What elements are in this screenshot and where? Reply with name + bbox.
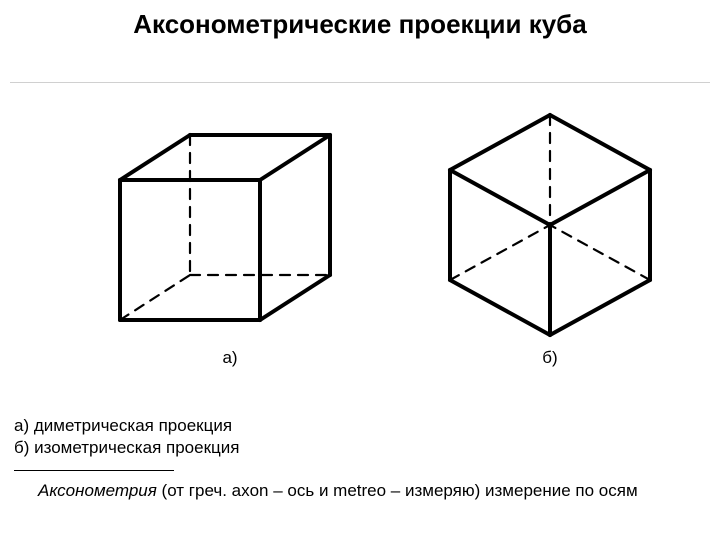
cube-edge — [550, 225, 650, 280]
dimetric-cube-label: а) — [80, 348, 380, 368]
cube-edge — [450, 280, 550, 335]
isometric-cube-svg — [400, 100, 700, 340]
footnote: Аксонометрия (от греч. аxon – ось и metr… — [14, 480, 720, 502]
isometric-cube-figure: б) — [400, 100, 700, 340]
cube-edge — [260, 275, 330, 320]
cube-edge — [550, 170, 650, 225]
cube-edge — [120, 275, 190, 320]
cube-edge — [260, 135, 330, 180]
page-title: Аксонометрические проекции куба — [0, 8, 720, 41]
dimetric-cube-svg — [80, 100, 380, 340]
legend: а) диметрическая проекция б) изометричес… — [14, 415, 239, 459]
cube-edge — [450, 225, 550, 280]
cube-figures-row: а) б) — [0, 100, 720, 370]
cube-edge — [450, 170, 550, 225]
legend-line-a: а) диметрическая проекция — [14, 415, 239, 437]
cube-edge — [550, 115, 650, 170]
cube-edge — [450, 115, 550, 170]
dimetric-cube-figure: а) — [80, 100, 380, 340]
footnote-body: (от греч. аxon – ось и metreo – измеряю)… — [157, 481, 638, 500]
cube-edge — [120, 135, 190, 180]
isometric-cube-label: б) — [400, 348, 700, 368]
cube-edge — [550, 280, 650, 335]
footnote-divider — [14, 470, 174, 471]
title-divider — [10, 82, 710, 83]
footnote-term: Аксонометрия — [38, 481, 157, 500]
legend-line-b: б) изометрическая проекция — [14, 437, 239, 459]
